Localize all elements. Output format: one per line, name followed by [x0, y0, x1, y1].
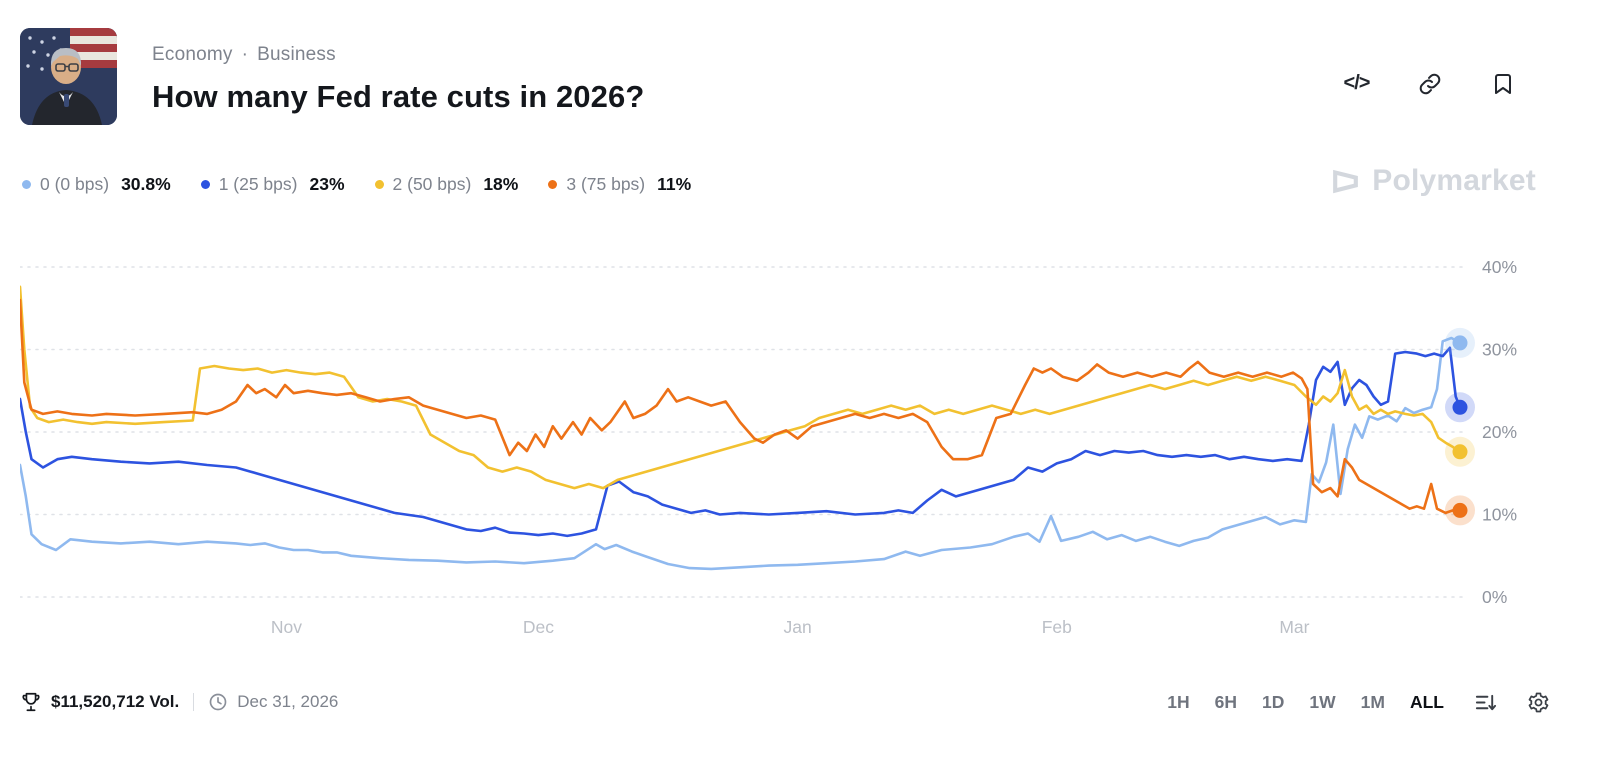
svg-text:Dec: Dec — [523, 617, 554, 637]
svg-text:20%: 20% — [1482, 422, 1517, 442]
time-range-selector: 1H 6H 1D 1W 1M ALL — [1167, 692, 1444, 713]
svg-text:0%: 0% — [1482, 587, 1507, 607]
legend-value: 30.8% — [121, 174, 171, 194]
breadcrumb: Economy · Business — [152, 44, 644, 66]
polymarket-watermark: Polymarket — [1329, 164, 1536, 198]
clock-icon — [208, 692, 228, 712]
end-date-text: Dec 31, 2026 — [237, 692, 339, 711]
breadcrumb-separator: · — [241, 44, 249, 65]
range-all[interactable]: ALL — [1409, 691, 1444, 712]
header-text: Economy · Business How many Fed rate cut… — [152, 44, 644, 115]
svg-text:Jan: Jan — [783, 617, 811, 637]
footer-divider — [193, 693, 195, 711]
bookmark-button[interactable] — [1489, 70, 1516, 97]
svg-text:40%: 40% — [1482, 257, 1517, 277]
footer-meta: $11,520,712 Vol. Dec 31, 2026 — [20, 691, 338, 713]
volume-text: $11,520,712 Vol. — [51, 692, 180, 711]
legend-label: 1 (25 bps) — [218, 174, 298, 194]
legend-value: 23% — [309, 174, 345, 194]
legend-label: 2 (50 bps) — [392, 174, 472, 194]
chart-controls: 1H 6H 1D 1W 1M ALL — [1167, 691, 1550, 714]
chart-settings-button[interactable] — [1527, 691, 1550, 714]
svg-text:10%: 10% — [1482, 505, 1517, 525]
trophy-icon — [20, 691, 42, 713]
legend-item-75bps[interactable]: 3 (75 bps) 11% — [548, 174, 691, 195]
legend-value: 18% — [483, 174, 519, 194]
series-dot-50bps — [374, 180, 384, 189]
polymarket-logo-icon — [1333, 169, 1359, 193]
legend-value: 11% — [657, 174, 692, 194]
chart-scale-icon — [1475, 694, 1497, 710]
embed-button[interactable]: </> — [1343, 70, 1371, 97]
svg-text:30%: 30% — [1482, 340, 1517, 360]
page-title: How many Fed rate cuts in 2026? — [152, 79, 645, 114]
breadcrumb-subcategory[interactable]: Business — [257, 44, 336, 65]
bookmark-icon — [1494, 73, 1511, 94]
svg-text:Mar: Mar — [1279, 617, 1309, 637]
series-dot-75bps — [548, 180, 558, 189]
range-1h[interactable]: 1H — [1167, 691, 1190, 712]
powell-flag-portrait — [20, 28, 117, 125]
gear-icon — [1528, 692, 1549, 712]
legend-label: 3 (75 bps) — [566, 174, 646, 194]
svg-text:Feb: Feb — [1042, 617, 1072, 637]
market-avatar — [20, 28, 117, 125]
copy-link-button[interactable] — [1416, 70, 1443, 97]
header-actions: </> — [1343, 70, 1516, 97]
watermark-text: Polymarket — [1372, 164, 1536, 197]
market-chart-svg[interactable]: 0% 10% 20% 30% 40% Nov Dec Jan Feb Mar — [20, 240, 1580, 650]
range-6h[interactable]: 6H — [1214, 691, 1238, 712]
series-dot-25bps — [200, 180, 210, 189]
outcome-legend: 0 (0 bps) 30.8% 1 (25 bps) 23% 2 (50 bps… — [22, 174, 691, 195]
range-1d[interactable]: 1D — [1262, 691, 1285, 712]
chart-scale-button[interactable] — [1474, 691, 1497, 714]
chart-footer: $11,520,712 Vol. Dec 31, 2026 1H 6H 1D 1… — [20, 684, 1550, 720]
svg-text:Nov: Nov — [271, 617, 302, 637]
series-dot-0bps — [22, 180, 31, 189]
price-chart[interactable]: 0% 10% 20% 30% 40% Nov Dec Jan Feb Mar — [20, 240, 1580, 660]
legend-item-0bps[interactable]: 0 (0 bps) 30.8% — [22, 174, 171, 195]
link-icon — [1419, 73, 1440, 94]
embed-code-icon: </> — [1343, 72, 1371, 94]
breadcrumb-category[interactable]: Economy — [152, 44, 233, 65]
legend-label: 0 (0 bps) — [40, 174, 110, 194]
range-1m[interactable]: 1M — [1360, 691, 1385, 712]
legend-item-25bps[interactable]: 1 (25 bps) 23% — [200, 174, 345, 195]
range-1w[interactable]: 1W — [1309, 691, 1336, 712]
legend-item-50bps[interactable]: 2 (50 bps) 18% — [374, 174, 519, 195]
